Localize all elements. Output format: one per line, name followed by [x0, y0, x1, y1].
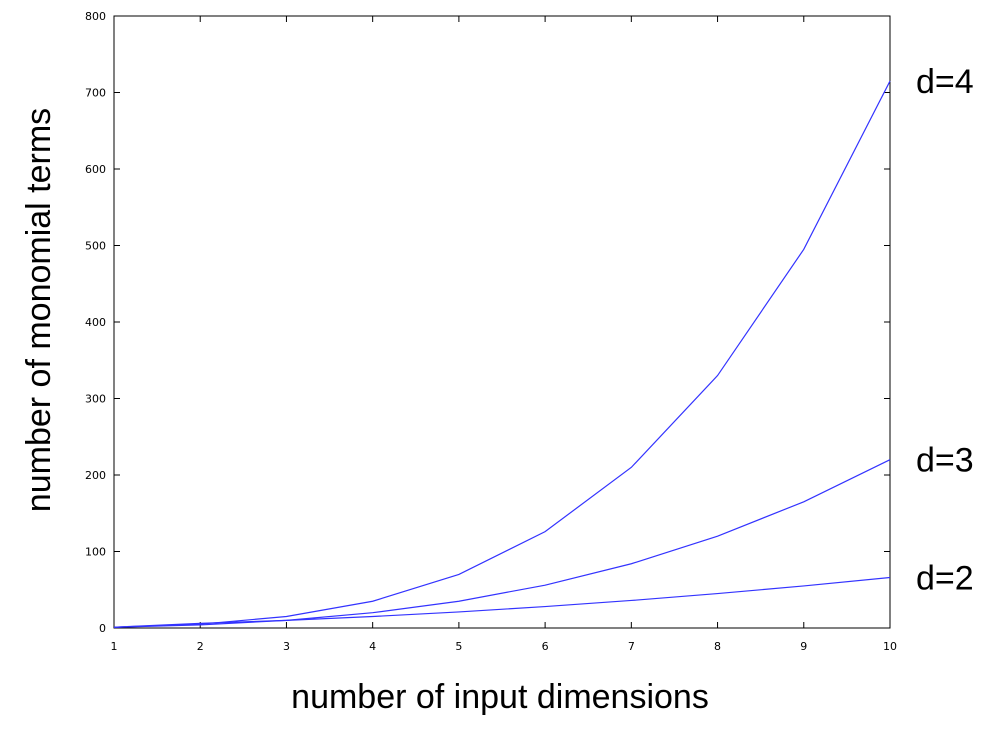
- y-tick-label: 300: [85, 393, 106, 406]
- series-label-d3: d=3: [916, 442, 974, 480]
- axis-ticks: [113, 15, 891, 629]
- series-label-d2: d=2: [916, 560, 974, 598]
- y-tick-label: 500: [85, 240, 106, 253]
- series-labels: d=2 d=3 d=4: [916, 63, 974, 597]
- x-tick-label: 1: [111, 640, 118, 653]
- x-tick-label: 6: [542, 640, 549, 653]
- plot-frame: [113, 15, 891, 629]
- y-tick-label: 400: [85, 316, 106, 329]
- y-axis-title: number of monomial terms: [20, 108, 58, 512]
- x-tick-label: 9: [800, 640, 807, 653]
- series-line-d4: [113, 80, 891, 628]
- y-tick-label: 200: [85, 469, 106, 482]
- x-tick-label: 2: [197, 640, 204, 653]
- x-tick-label: 4: [369, 640, 376, 653]
- x-axis-title: number of input dimensions: [291, 678, 709, 716]
- series-group: [113, 80, 891, 628]
- y-tick-label: 600: [85, 163, 106, 176]
- x-tick-label: 7: [628, 640, 635, 653]
- series-line-d3: [113, 459, 891, 628]
- y-tick-label: 100: [85, 546, 106, 559]
- y-tick-label: 0: [99, 622, 106, 635]
- x-tick-label: 3: [283, 640, 290, 653]
- x-tick-label: 5: [455, 640, 462, 653]
- y-tick-label: 800: [85, 10, 106, 23]
- x-tick-label: 8: [714, 640, 721, 653]
- series-line-d2: [113, 576, 891, 628]
- y-tick-label: 700: [85, 87, 106, 100]
- series-label-d4: d=4: [916, 63, 974, 101]
- x-tick-label: 10: [883, 640, 897, 653]
